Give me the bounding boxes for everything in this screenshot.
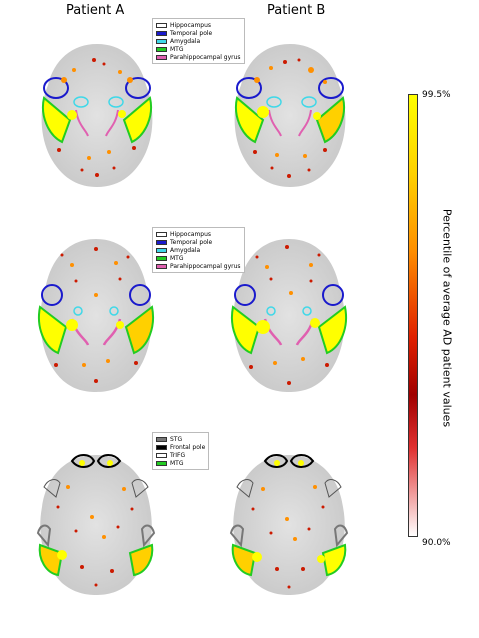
legend-row1: Hippocampus Temporal pole Amygdala MTG Parah… [152, 18, 245, 64]
colorbar-min-label: 90.0% [422, 538, 451, 548]
legend-swatch [156, 460, 167, 466]
legend-label: Amygdala [170, 37, 201, 45]
legend-entry: Amygdala [156, 37, 241, 45]
colorbar-max-label: 99.5% [422, 90, 451, 100]
legend-label: Frontal pole [170, 443, 206, 451]
legend-row3: STG Frontal pole TrIFG MTG [152, 432, 210, 470]
column-title-patient-a: Patient A [66, 3, 125, 18]
legend-swatch [156, 38, 167, 44]
legend-label: STG [170, 435, 183, 443]
legend-entry: Temporal pole [156, 238, 241, 246]
legend-entry: Parahippocampal gyrus [156, 262, 241, 270]
legend-label: Hippocampus [170, 230, 212, 238]
legend-entry: MTG [156, 45, 241, 53]
legend-swatch [156, 46, 167, 52]
brain-slice-row3-patient-b [229, 454, 349, 595]
legend-entry: Frontal pole [156, 443, 205, 451]
legend-entry: Hippocampus [156, 21, 241, 29]
legend-label: Temporal pole [170, 238, 213, 246]
legend-swatch [156, 436, 167, 442]
legend-entry: Parahippocampal gyrus [156, 53, 241, 61]
legend-entry: Amygdala [156, 246, 241, 254]
legend-label: MTG [170, 459, 184, 467]
legend-swatch [156, 444, 167, 450]
legend-entry: TrIFG [156, 451, 205, 459]
legend-swatch [156, 255, 167, 261]
legend-label: TrIFG [170, 451, 186, 459]
legend-label: Temporal pole [170, 29, 213, 37]
brain-slice-row2-patient-a [38, 239, 154, 392]
legend-entry: MTG [156, 459, 205, 467]
legend-entry: Temporal pole [156, 29, 241, 37]
column-title-patient-b: Patient B [267, 3, 326, 18]
legend-entry: Hippocampus [156, 230, 241, 238]
legend-swatch [156, 30, 167, 36]
brain-slice-row3-patient-a [36, 454, 156, 595]
legend-entry: MTG [156, 254, 241, 262]
legend-entry: STG [156, 435, 205, 443]
legend-swatch [156, 231, 167, 237]
legend-label: Parahippocampal gyrus [170, 53, 241, 61]
brain-slice-row2-patient-b [231, 239, 347, 392]
legend-label: MTG [170, 254, 184, 262]
legend-row2: Hippocampus Temporal pole Amygdala MTG Parah… [152, 227, 245, 273]
legend-label: Hippocampus [170, 21, 212, 29]
colorbar [408, 94, 418, 537]
legend-label: Parahippocampal gyrus [170, 262, 241, 270]
colorbar-axis-label: Percentile of average AD patient values [440, 208, 454, 428]
legend-swatch [156, 247, 167, 253]
brain-slice-row1-patient-a [41, 44, 153, 187]
legend-swatch [156, 452, 167, 458]
legend-swatch [156, 22, 167, 28]
legend-swatch [156, 239, 167, 245]
brain-slice-row1-patient-b [234, 44, 346, 187]
legend-label: MTG [170, 45, 184, 53]
legend-swatch [156, 54, 167, 60]
legend-label: Amygdala [170, 246, 201, 254]
legend-swatch [156, 263, 167, 269]
